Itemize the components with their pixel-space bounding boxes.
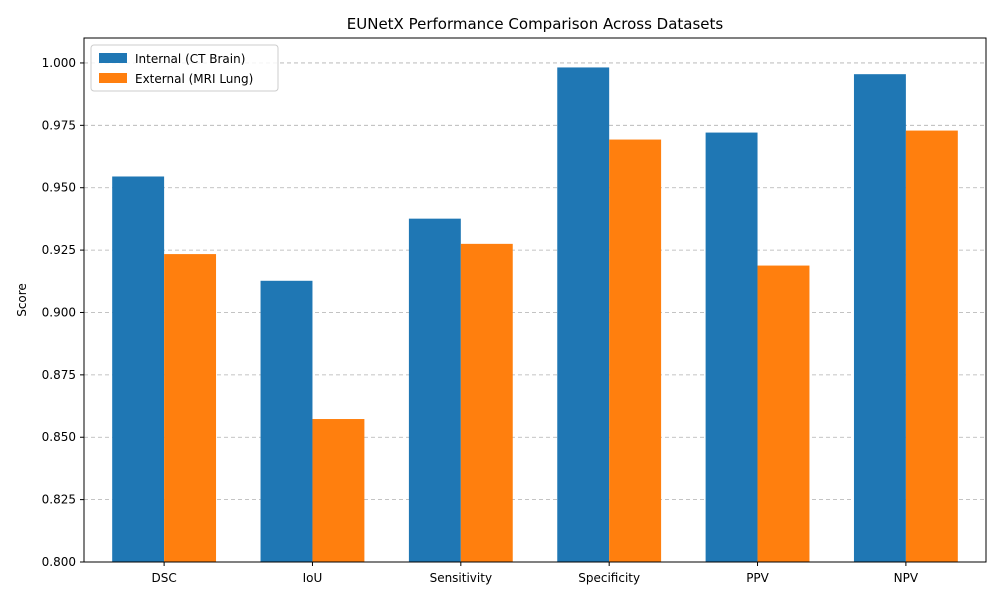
chart-title: EUNetX Performance Comparison Across Dat… [347, 15, 724, 33]
y-tick-label: 0.875 [42, 368, 76, 382]
bar [609, 139, 662, 562]
x-axis-ticks: DSC IoU Sensitivity Specificity PPV NPV [151, 562, 919, 585]
plot-frame [83, 37, 987, 563]
x-tick-label: DSC [151, 571, 176, 585]
bar [260, 280, 313, 562]
x-tick-label: IoU [303, 571, 323, 585]
y-tick-label: 0.950 [42, 181, 76, 195]
x-tick-label: NPV [894, 571, 919, 585]
bar [905, 130, 958, 562]
y-axis-ticks: 0.800 0.825 0.850 0.875 0.900 0.925 0.950 0.975… [42, 56, 84, 569]
bar [757, 265, 810, 562]
bar [408, 218, 461, 562]
bar [164, 254, 217, 562]
bar [705, 132, 758, 562]
y-axis-label: Score [15, 283, 29, 317]
y-tick-label: 1.000 [42, 56, 76, 70]
bar [557, 67, 610, 562]
x-tick-label: Sensitivity [430, 571, 492, 585]
y-tick-label: 0.975 [42, 118, 76, 132]
bars [112, 67, 958, 562]
y-tick-label: 0.825 [42, 493, 76, 507]
y-tick-label: 0.925 [42, 243, 76, 257]
bar [312, 419, 365, 562]
bar [460, 243, 513, 562]
legend-swatch [99, 53, 127, 63]
bar [112, 176, 165, 562]
legend-label: External (MRI Lung) [135, 72, 253, 86]
grid-lines [84, 62, 986, 563]
bar [853, 74, 906, 562]
y-tick-label: 0.850 [42, 430, 76, 444]
legend-swatch [99, 73, 127, 83]
legend-label: Internal (CT Brain) [135, 52, 245, 66]
y-tick-label: 0.800 [42, 555, 76, 569]
x-tick-label: PPV [746, 571, 769, 585]
legend-box [90, 44, 279, 92]
x-tick-label: Specificity [578, 571, 640, 585]
y-tick-label: 0.900 [42, 305, 76, 319]
legend: Internal (CT Brain) External (MRI Lung) [90, 44, 279, 92]
